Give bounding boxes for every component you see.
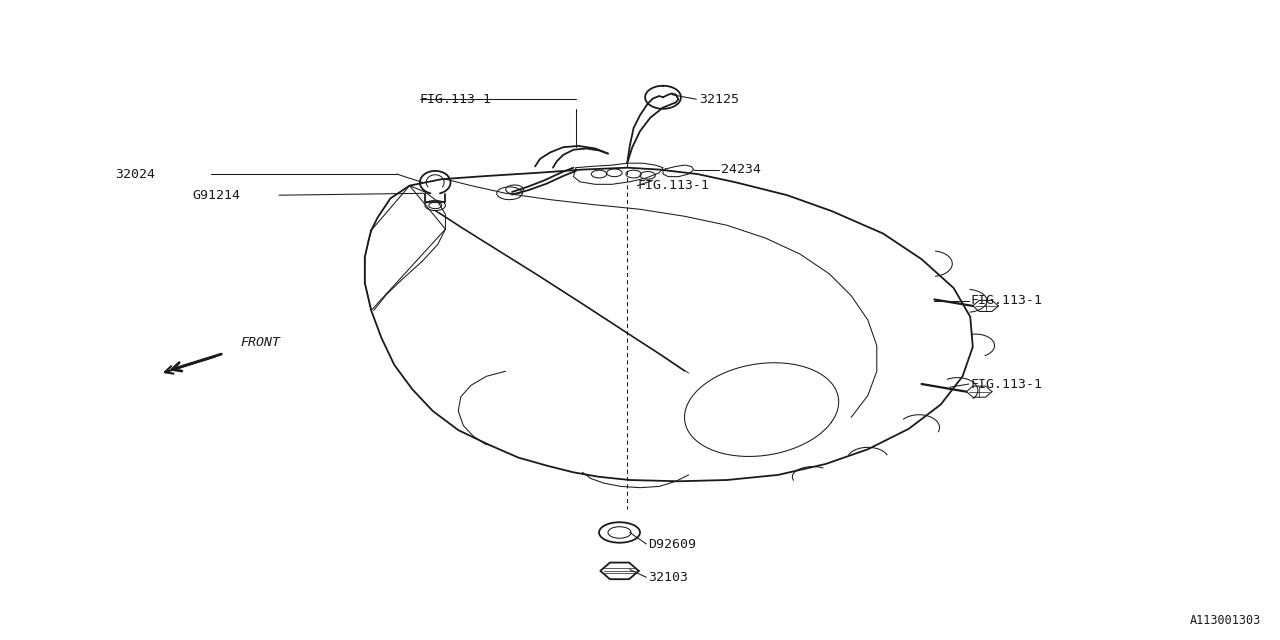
Text: FIG.113-1: FIG.113-1: [970, 294, 1042, 307]
Text: A113001303: A113001303: [1189, 614, 1261, 627]
Text: FRONT: FRONT: [241, 336, 280, 349]
Text: FIG.113-1: FIG.113-1: [637, 179, 709, 192]
Text: 32125: 32125: [699, 93, 739, 106]
Text: FIG.113-1: FIG.113-1: [970, 378, 1042, 390]
Text: 24234: 24234: [721, 163, 760, 176]
Text: D92609: D92609: [648, 538, 696, 550]
Text: 32024: 32024: [115, 168, 155, 180]
Text: FIG.113-1: FIG.113-1: [420, 93, 492, 106]
Text: G91214: G91214: [192, 189, 241, 202]
Text: 32103: 32103: [648, 571, 687, 584]
